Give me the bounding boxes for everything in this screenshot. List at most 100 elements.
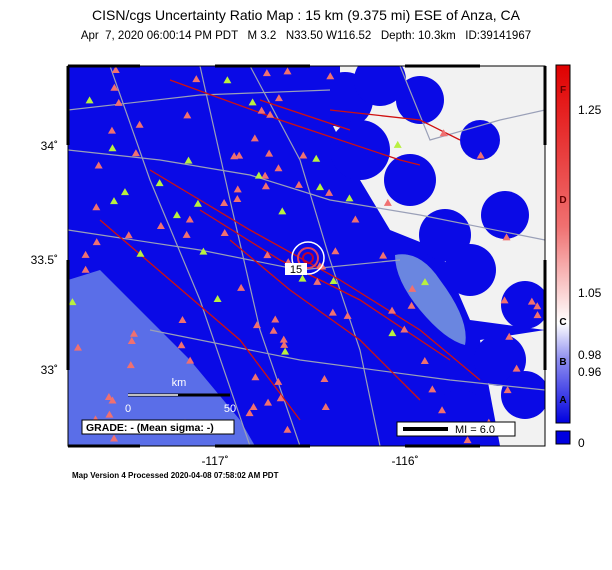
station — [261, 171, 270, 179]
station — [476, 151, 485, 159]
station — [185, 215, 194, 223]
station — [120, 188, 129, 196]
station — [276, 394, 285, 402]
subtitle: Apr 7, 2020 06:00:14 PM PDT M 3.2 N33.50… — [81, 30, 531, 42]
station — [254, 171, 263, 179]
intensity-legend: MI = 6.0 — [455, 424, 495, 436]
station — [262, 69, 271, 77]
grade-letter: A — [559, 395, 566, 406]
station — [533, 311, 542, 319]
station — [68, 298, 77, 306]
station — [263, 251, 272, 259]
station — [182, 230, 191, 238]
frame-ticks — [66, 64, 547, 448]
station — [463, 436, 472, 444]
station — [178, 315, 187, 323]
station — [500, 296, 509, 304]
station — [105, 410, 114, 418]
station — [269, 326, 278, 334]
station — [271, 315, 280, 323]
station — [408, 284, 417, 292]
station — [92, 238, 101, 246]
station — [135, 120, 144, 128]
station — [313, 277, 322, 285]
footer: Map Version 4 Processed 2020-04-08 07:58… — [72, 471, 279, 480]
colorbar-tick: 1.05 — [578, 286, 602, 300]
station — [183, 111, 192, 119]
lat-label: 33.5˚ — [31, 253, 58, 267]
station — [274, 377, 283, 385]
station — [252, 321, 261, 329]
station — [192, 75, 201, 83]
station — [199, 247, 208, 255]
station — [104, 392, 113, 400]
station — [281, 347, 290, 355]
station — [438, 406, 447, 414]
station — [326, 72, 335, 80]
station — [439, 129, 448, 137]
grade: GRADE: - (Mean sigma: -) — [86, 422, 214, 434]
station — [126, 361, 135, 369]
station — [213, 294, 222, 302]
station — [220, 229, 229, 237]
lat-label: 33˚ — [41, 363, 58, 377]
colorbar — [555, 64, 571, 424]
station — [279, 335, 288, 343]
station — [316, 183, 325, 191]
grade-letter: F — [560, 85, 566, 96]
lat-label: 34˚ — [41, 139, 58, 153]
station — [512, 364, 521, 372]
station — [407, 301, 416, 309]
station — [155, 179, 164, 187]
epicenter — [291, 241, 325, 275]
station — [257, 106, 266, 114]
station — [533, 302, 542, 310]
station — [111, 66, 120, 74]
station — [230, 152, 239, 160]
legend-box — [396, 421, 516, 437]
label-box — [285, 263, 307, 275]
station — [136, 249, 145, 257]
station — [280, 340, 289, 348]
grade-letter: C — [559, 317, 566, 328]
salton-sea — [395, 254, 466, 345]
station — [81, 250, 90, 258]
station — [299, 151, 308, 159]
scale-end: 50 — [224, 403, 236, 415]
lon-label: -117˚ — [201, 454, 228, 468]
title: CISN/cgs Uncertainty Ratio Map : 15 km (… — [92, 7, 521, 23]
colorbar-tick: 0 — [578, 436, 585, 450]
station — [94, 161, 103, 169]
station — [156, 221, 165, 229]
station — [328, 308, 337, 316]
station — [233, 185, 242, 193]
scale-unit: km — [172, 377, 187, 389]
station — [312, 154, 321, 162]
station — [331, 247, 340, 255]
faults — [99, 79, 481, 421]
station — [245, 409, 254, 417]
station — [321, 403, 330, 411]
station — [85, 96, 94, 104]
scale-start: 0 — [125, 403, 131, 415]
station — [278, 207, 287, 215]
station — [108, 396, 117, 404]
station — [379, 251, 388, 259]
station — [248, 98, 257, 106]
station — [502, 233, 511, 241]
station — [503, 386, 512, 394]
colorbar-tick: 0.98 — [578, 348, 602, 362]
station — [283, 67, 292, 75]
station — [505, 332, 514, 340]
station — [131, 149, 140, 157]
station — [298, 274, 307, 282]
station — [393, 140, 402, 148]
station — [343, 311, 352, 319]
roads — [68, 66, 545, 446]
station — [383, 198, 392, 206]
station — [237, 283, 246, 291]
grade-letter: B — [559, 357, 566, 368]
colorbar-tick: 0.96 — [578, 365, 602, 379]
station — [109, 197, 118, 205]
station — [233, 195, 242, 203]
